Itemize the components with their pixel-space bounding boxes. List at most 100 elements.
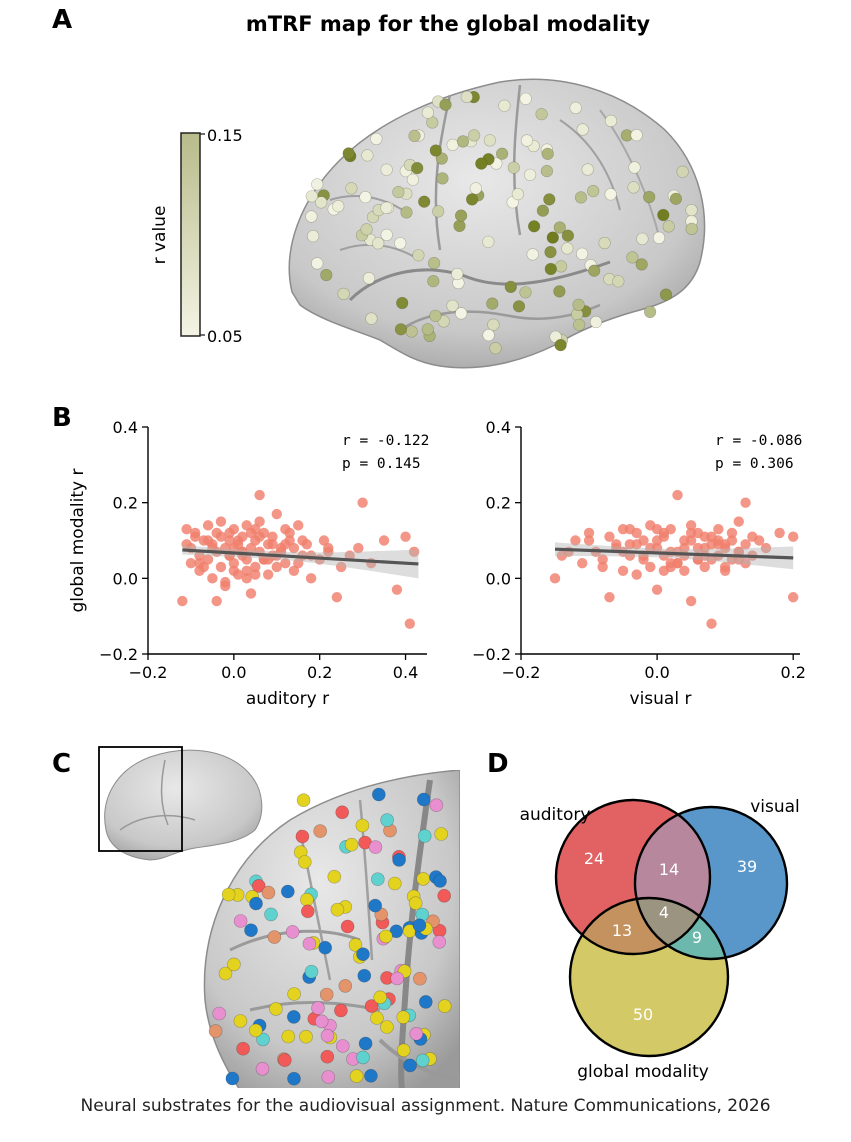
scatter-point [645, 542, 656, 554]
electrode-dot [396, 1043, 411, 1058]
scatter-point [740, 539, 751, 550]
electrode-dot [475, 157, 488, 170]
scatter-point [215, 531, 227, 542]
y-tick-label: 0.4 [486, 418, 511, 437]
scatter-point [181, 539, 192, 550]
scatter-point [583, 527, 595, 539]
electrode-dot [256, 1032, 270, 1047]
electrode-dot [523, 168, 537, 181]
confidence-band [555, 542, 794, 570]
scatter-point [624, 523, 636, 535]
scatter-point [215, 561, 227, 573]
electrode-dot [504, 280, 517, 294]
electrode-dot [305, 210, 318, 223]
scatter-point [194, 550, 205, 561]
electrode-dot [628, 161, 641, 174]
scatter-point [597, 554, 608, 565]
y-tick-label: 0.0 [486, 569, 511, 588]
electrode-dot [483, 134, 497, 147]
scatter-point [706, 618, 717, 629]
scatter-point [651, 584, 663, 595]
scatter-point [250, 569, 261, 580]
electrode-dot [446, 299, 459, 312]
electrode-dot [572, 298, 585, 312]
scatter-point [305, 573, 317, 584]
electrode-dot [496, 147, 509, 160]
electrode-dot [408, 896, 423, 911]
electrode-dot [544, 262, 557, 276]
electrode-dot [526, 248, 539, 261]
scatter-point [323, 542, 334, 554]
venn-count-visual-only: 39 [737, 857, 757, 876]
scatter-point [713, 523, 724, 535]
electrode-dot [468, 129, 481, 142]
scatter-point [733, 516, 744, 527]
electrode-dot [338, 979, 353, 993]
electrode-dot [390, 971, 405, 986]
electrode-dot [627, 181, 640, 194]
panel-a-title: mTRF map for the global modality [246, 12, 651, 36]
electrode-dot [527, 220, 541, 233]
scatter-point [706, 531, 717, 542]
electrode-dot [432, 205, 445, 218]
brain-zoom-c [203, 770, 460, 1088]
scatter-point [747, 531, 758, 542]
scatter-point [228, 565, 240, 576]
electrode-dot [311, 1001, 325, 1015]
colorbar: 0.15 0.05 r value [150, 126, 243, 346]
electrode-dot [233, 914, 248, 928]
electrode-dot [489, 342, 502, 355]
electrode-dot [561, 242, 574, 255]
venn-label-auditory: auditory [520, 805, 591, 825]
electrode-dot [394, 323, 408, 336]
scatter-point [280, 539, 291, 550]
electrode-dot [394, 237, 407, 250]
x-tick-label: 0.2 [307, 663, 332, 682]
x-axis-label: visual r [630, 689, 692, 709]
y-tick-label: −0.2 [472, 645, 511, 664]
electrode-dot [371, 787, 386, 802]
scatter-point [202, 554, 214, 565]
x-tick-label: −0.2 [129, 663, 168, 682]
scatter-point [713, 539, 724, 550]
x-tick-label: 0.4 [393, 663, 418, 682]
electrode-dot [435, 152, 448, 165]
scatter-point [685, 535, 697, 546]
electrode-dot [314, 1014, 329, 1029]
scatter-point [297, 535, 308, 546]
electrode-dot [405, 325, 418, 338]
electrode-dot [364, 1069, 378, 1083]
scatter-point [185, 558, 197, 569]
electrode-dot [311, 257, 324, 270]
scatter-point [651, 535, 663, 546]
electrode-dot [269, 1002, 283, 1016]
electrode-dot [507, 161, 520, 174]
scatter-visual: −0.2 0.0 0.2 0.4 −0.2 0.0 0.2 visual r r = -0.08… [472, 418, 806, 709]
electrode-dot [286, 1010, 301, 1024]
colorbar-gradient [180, 132, 201, 337]
electrode-dot [403, 1058, 417, 1073]
electrode-dot [320, 1049, 335, 1064]
electrode-dot [297, 855, 312, 869]
electrode-dot [498, 99, 511, 112]
electrode-dot [264, 907, 278, 922]
electrode-dot [573, 318, 586, 331]
electrode-dot [576, 123, 589, 136]
scatter-point [293, 520, 304, 531]
venn-count-auditory-visual: 14 [659, 860, 679, 879]
electrode-dot [460, 90, 473, 103]
electrode-dot [540, 165, 554, 178]
electrode-dot [662, 220, 675, 233]
electrode-dot [406, 173, 420, 186]
electrode-dot [368, 898, 383, 913]
scatter-point [254, 516, 265, 527]
electrode-dot [267, 930, 282, 944]
brain-thumbnail [98, 746, 263, 861]
scatter-point [570, 535, 581, 546]
electrode-dot [396, 1010, 411, 1025]
scatter-point [391, 584, 403, 595]
electrode-dot [249, 1023, 263, 1038]
electrode-dot [261, 885, 276, 900]
scatter-point [267, 531, 278, 542]
electrode-dot [370, 872, 385, 887]
